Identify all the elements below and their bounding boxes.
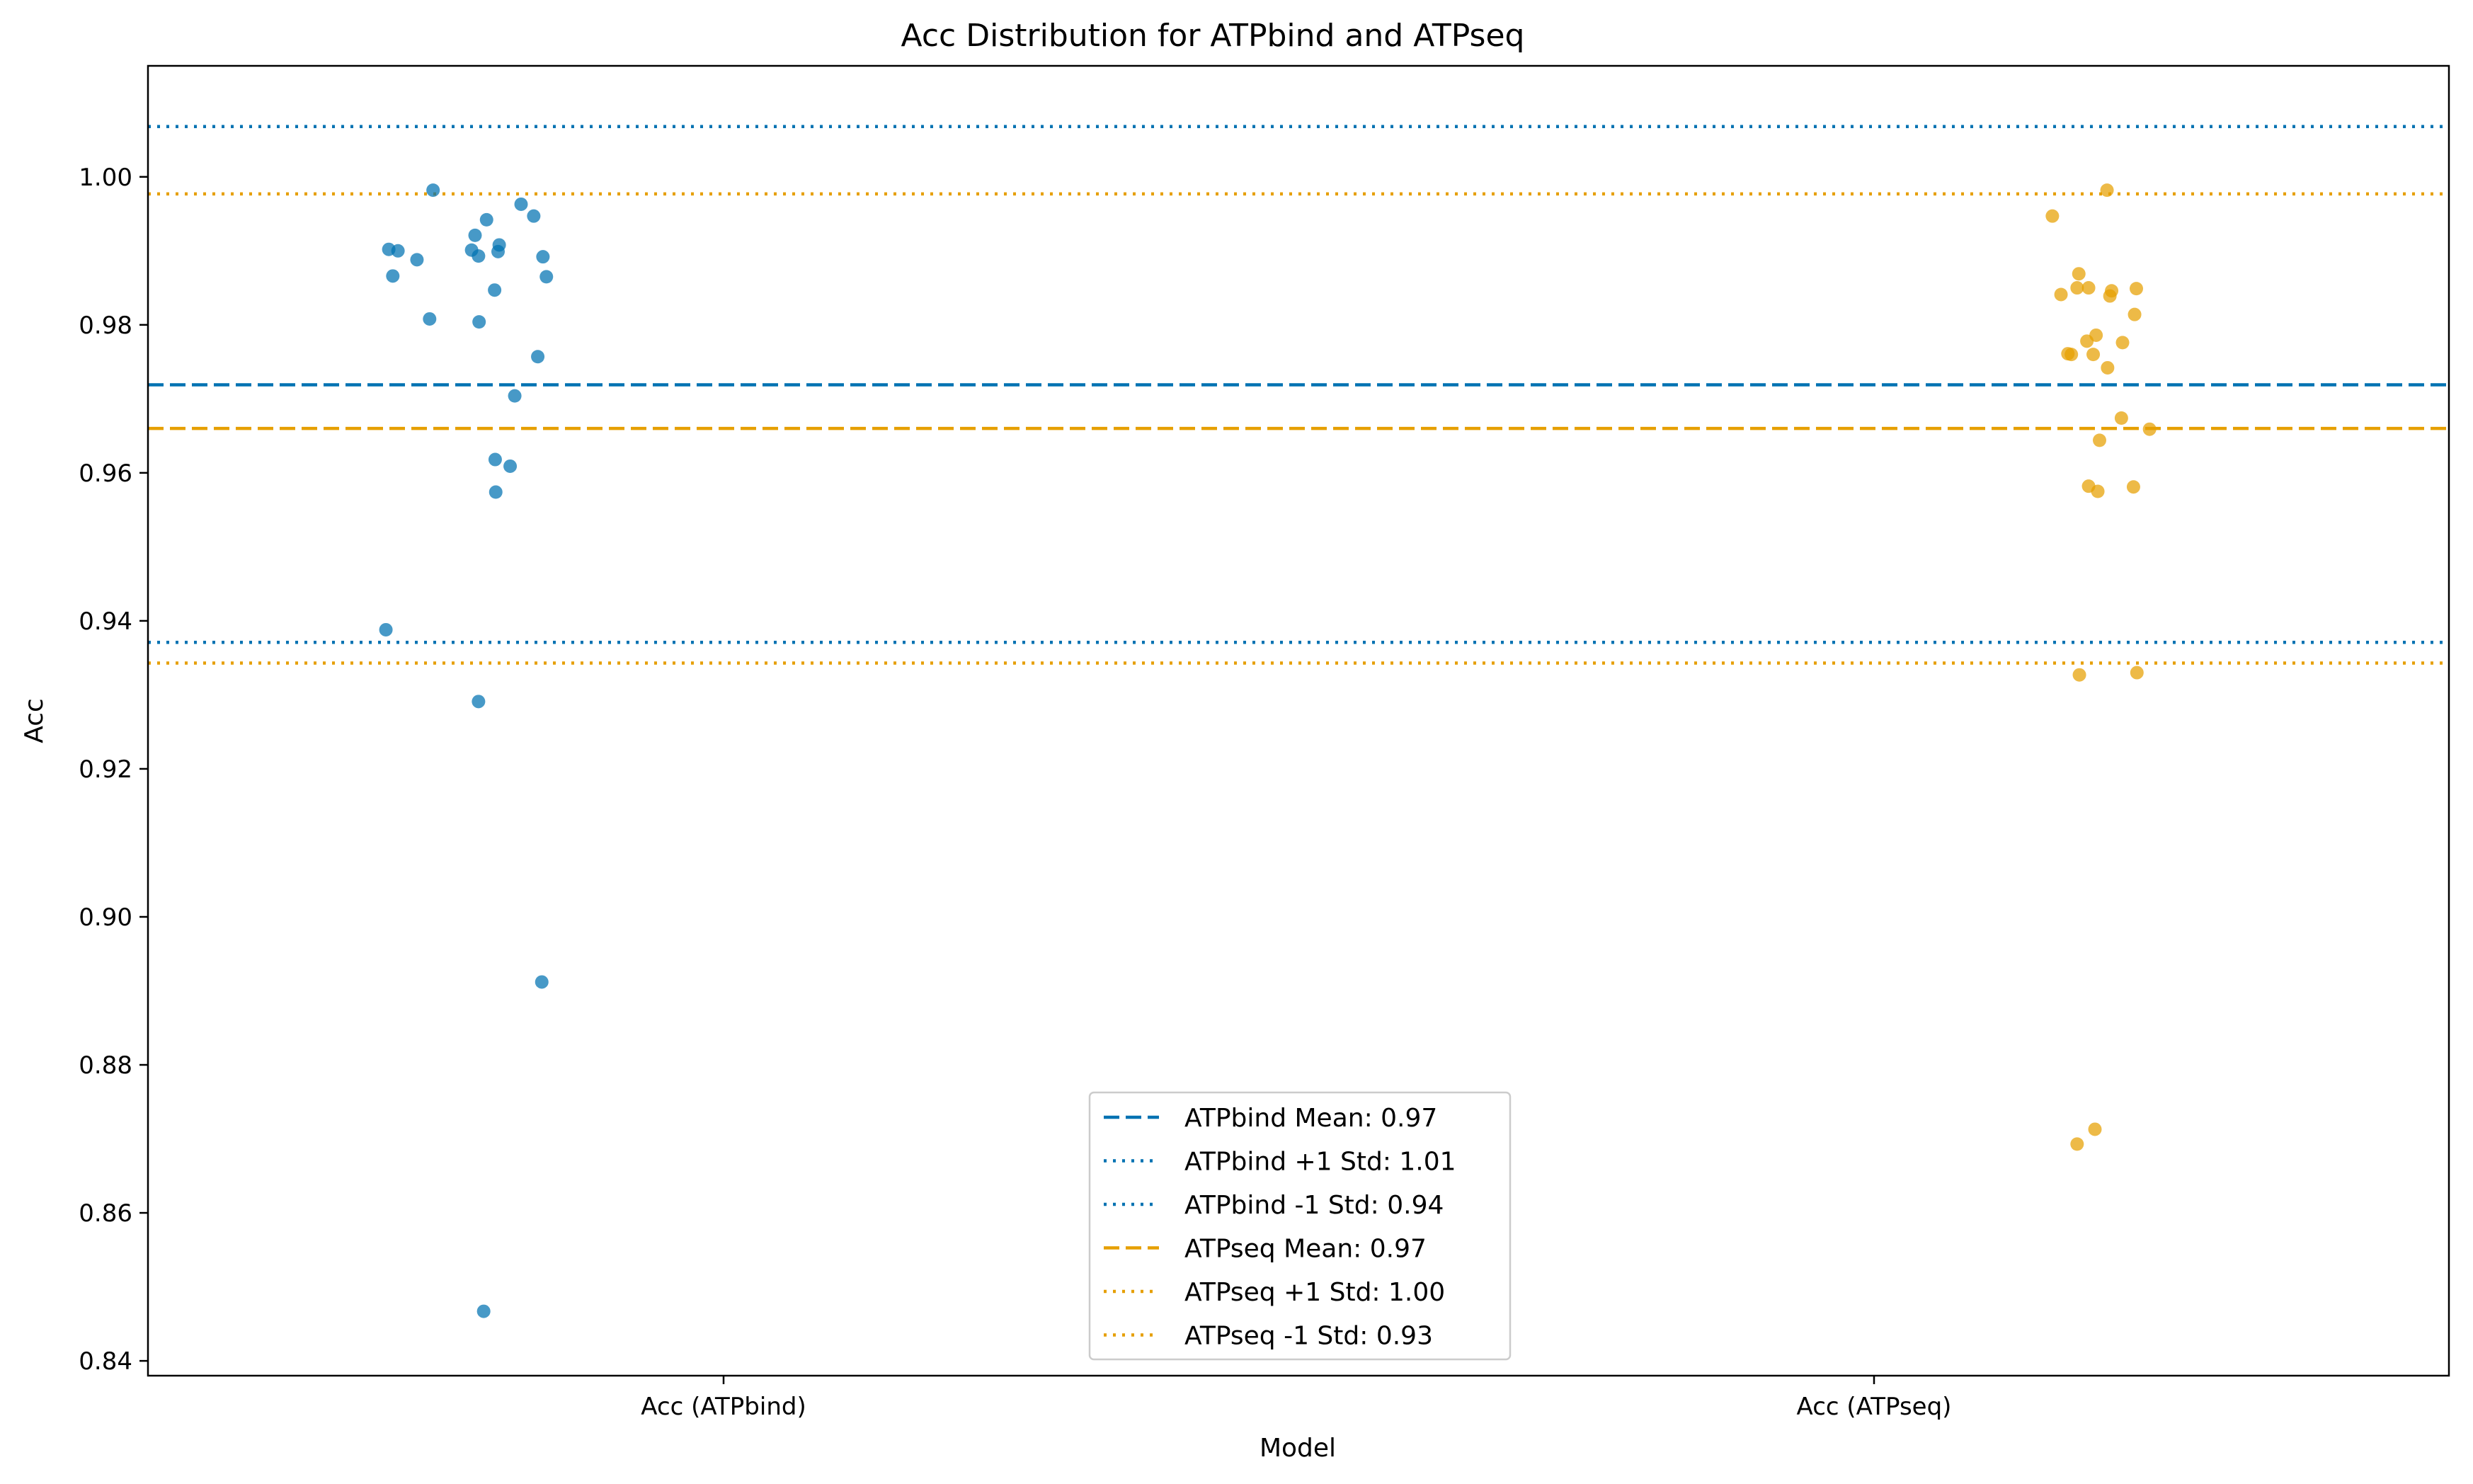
y-tick-label: 0.96 [79,460,132,488]
data-point-atpbind-5 [469,229,482,242]
data-point-atpbind-7 [392,244,405,258]
data-point-atpbind-4 [480,213,493,227]
data-point-atpbind-15 [539,270,553,283]
data-point-atpbind-21 [489,453,502,467]
data-point-atpseq-12 [2080,334,2094,348]
x-axis-label: Model [1260,1434,1336,1463]
data-point-atpseq-5 [2070,281,2084,295]
data-point-atpseq-19 [2143,423,2157,436]
data-point-atpseq-13 [2116,336,2130,349]
y-tick-label: 0.92 [79,755,132,784]
data-point-atpseq-1 [2101,183,2114,197]
y-tick-label: 0.88 [79,1051,132,1080]
legend: ATPbind Mean: 0.97 ATPbind +1 Std: 1.01 AT… [1090,1092,1510,1359]
data-point-atpbind-25 [472,695,485,708]
data-point-atpseq-22 [2127,480,2140,493]
data-point-atpseq-4 [2055,287,2068,301]
y-tick-label: 0.98 [79,312,132,340]
chart-title: Acc Distribution for ATPbind and ATPseq [901,18,1525,54]
data-point-atpseq-27 [2070,1137,2084,1151]
data-point-atpseq-3 [2072,267,2086,280]
data-point-atpbind-12 [410,253,423,266]
data-point-atpbind-27 [477,1305,491,1318]
data-point-atpbind-3 [527,210,540,223]
data-point-atpbind-23 [489,486,503,499]
legend-entry-label: ATPseq -1 Std: 0.93 [1184,1322,1433,1351]
data-point-atpbind-10 [491,245,505,258]
legend-entry-label: ATPbind -1 Std: 0.94 [1184,1191,1444,1220]
y-tick-label: 0.86 [79,1199,132,1228]
data-point-atpseq-2 [2045,210,2059,223]
legend-entry-label: ATPbind Mean: 0.97 [1184,1104,1437,1133]
y-tick-label: 0.90 [79,903,132,932]
data-point-atpseq-18 [2115,411,2128,425]
data-point-atpbind-20 [508,389,522,403]
data-point-atpseq-20 [2093,433,2106,447]
data-point-atpbind-18 [472,315,486,329]
legend-entry-label: ATPseq Mean: 0.97 [1184,1235,1427,1264]
y-tick-label: 1.00 [79,164,132,192]
x-tick-label: Acc (ATPseq) [1797,1393,1952,1421]
data-point-atpbind-22 [503,460,517,473]
data-point-atpseq-7 [2130,282,2143,295]
data-point-atpbind-14 [386,269,399,282]
legend-entry-label: ATPbind +1 Std: 1.01 [1184,1148,1456,1177]
data-point-atpseq-17 [2101,361,2114,375]
data-point-atpbind-13 [536,250,549,263]
data-point-atpseq-10 [2128,308,2142,321]
data-point-atpbind-16 [488,283,501,297]
y-axis-label: Acc [20,698,49,743]
y-tick-label: 0.94 [79,607,132,636]
data-point-atpbind-26 [535,975,549,988]
data-point-atpseq-25 [2130,666,2144,680]
data-point-atpseq-24 [2073,668,2086,682]
data-point-atpseq-15 [2064,348,2078,361]
data-point-atpseq-6 [2082,281,2096,295]
data-point-atpbind-24 [379,623,393,637]
data-point-atpseq-16 [2086,348,2100,361]
data-point-atpseq-23 [2091,484,2105,498]
data-point-atpbind-19 [531,350,544,363]
x-tick-label: Acc (ATPbind) [641,1393,806,1421]
data-point-atpbind-1 [426,183,440,197]
data-point-atpbind-17 [423,312,436,326]
data-point-atpbind-2 [515,198,528,211]
data-point-atpbind-11 [472,249,485,263]
data-point-atpseq-26 [2089,1122,2102,1136]
y-tick-label: 0.84 [79,1347,132,1376]
data-point-atpseq-9 [2103,290,2117,303]
legend-entry-label: ATPseq +1 Std: 1.00 [1184,1278,1445,1307]
